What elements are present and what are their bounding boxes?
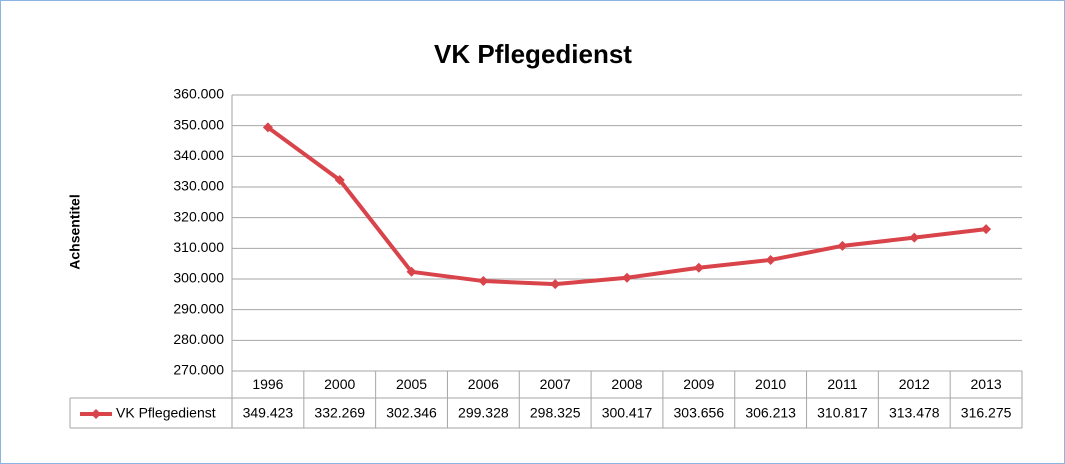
y-axis-title: Achsentitel xyxy=(67,194,83,269)
table-value: 316.275 xyxy=(961,405,1012,421)
table-value: 349.423 xyxy=(243,405,294,421)
table-value: 306.213 xyxy=(745,405,796,421)
table-value: 299.328 xyxy=(458,405,509,421)
y-tick-label: 270.000 xyxy=(173,362,224,378)
x-tick-label: 2012 xyxy=(899,376,930,392)
point-marker xyxy=(837,240,848,251)
point-marker xyxy=(909,232,920,243)
y-tick-label: 290.000 xyxy=(173,300,224,316)
table-value: 300.417 xyxy=(602,405,653,421)
table-value: 302.346 xyxy=(386,405,437,421)
x-tick-label: 2000 xyxy=(324,376,355,392)
table-value: 332.269 xyxy=(314,405,365,421)
x-tick-label: 2008 xyxy=(611,376,642,392)
point-marker xyxy=(478,276,489,287)
y-tick-label: 350.000 xyxy=(173,116,224,132)
x-tick-label: 2006 xyxy=(468,376,499,392)
table-value: 313.478 xyxy=(889,405,940,421)
y-tick-label: 310.000 xyxy=(173,239,224,255)
y-tick-label: 360.000 xyxy=(173,86,224,102)
point-marker xyxy=(622,272,632,283)
y-tick-label: 280.000 xyxy=(173,331,224,347)
legend-marker xyxy=(91,409,101,419)
table-value: 310.817 xyxy=(817,405,868,421)
x-tick-label: 2011 xyxy=(827,376,857,392)
table-value: 298.325 xyxy=(530,405,581,421)
y-tick-label: 320.000 xyxy=(173,208,224,224)
point-marker xyxy=(693,262,704,273)
y-tick-label: 340.000 xyxy=(173,147,224,163)
point-marker xyxy=(765,254,776,265)
x-tick-label: 2007 xyxy=(540,376,571,392)
legend-label: VK Pflegedienst xyxy=(116,405,216,421)
point-marker xyxy=(550,279,561,290)
x-tick-label: 1996 xyxy=(252,376,283,392)
x-tick-label: 2009 xyxy=(683,376,714,392)
y-tick-label: 330.000 xyxy=(173,178,224,194)
point-marker xyxy=(406,266,417,277)
point-marker xyxy=(981,224,992,235)
point-marker xyxy=(334,175,345,186)
chart-title: VK Pflegedienst xyxy=(434,39,632,69)
y-tick-label: 300.000 xyxy=(173,270,224,286)
table-value: 303.656 xyxy=(674,405,725,421)
x-tick-label: 2005 xyxy=(396,376,427,392)
point-marker xyxy=(262,122,273,133)
x-tick-label: 2010 xyxy=(755,376,786,392)
x-tick-label: 2013 xyxy=(971,376,1002,392)
